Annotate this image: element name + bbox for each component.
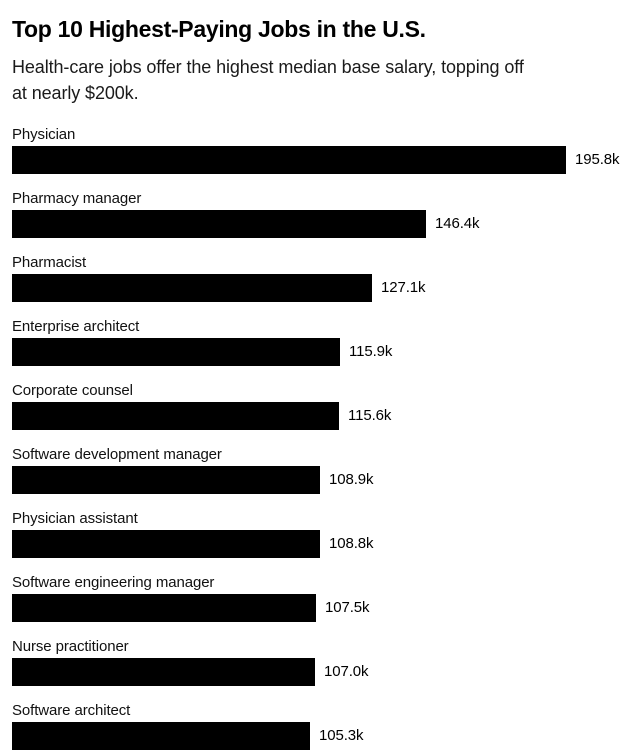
bar-track: 146.4k — [12, 210, 627, 238]
bar-row: Software architect 105.3k — [12, 702, 627, 750]
bar-value-label: 195.8k — [575, 151, 620, 168]
bar-value-label: 108.8k — [329, 535, 374, 552]
bar-track: 127.1k — [12, 274, 627, 302]
bar-track: 115.6k — [12, 402, 627, 430]
bar-value-label: 108.9k — [329, 471, 374, 488]
bar-value-label: 115.9k — [349, 343, 393, 360]
bar-row: Software development manager 108.9k — [12, 446, 627, 494]
bar-category-label: Software architect — [12, 702, 131, 719]
bar — [12, 146, 566, 174]
bar-row: Physician assistant 108.8k — [12, 510, 627, 558]
bar — [12, 722, 310, 750]
bar-value-label: 115.6k — [348, 407, 392, 424]
chart-subtitle: Health-care jobs offer the highest media… — [12, 54, 627, 106]
bar — [12, 338, 340, 366]
chart-title: Top 10 Highest-Paying Jobs in the U.S. — [12, 16, 426, 42]
bar-category-label: Physician assistant — [12, 510, 138, 527]
bar-row: Software engineering manager 107.5k — [12, 574, 627, 622]
bar-track: 195.8k — [12, 146, 627, 174]
bar-category-label: Enterprise architect — [12, 318, 140, 335]
bar — [12, 402, 339, 430]
bar-value-label: 127.1k — [381, 279, 426, 296]
bar-row: Nurse practitioner 107.0k — [12, 638, 627, 686]
bar-track: 105.3k — [12, 722, 627, 750]
bar — [12, 466, 320, 494]
bar-value-label: 107.0k — [324, 663, 369, 680]
bar-category-label: Nurse practitioner — [12, 638, 129, 655]
bar-chart: Physician 195.8k Pharmacy manager 146.4k Pha… — [12, 126, 627, 750]
bar — [12, 274, 372, 302]
bar — [12, 530, 320, 558]
bar-category-label: Corporate counsel — [12, 382, 133, 399]
bar-row: Pharmacy manager 146.4k — [12, 190, 627, 238]
bar-category-label: Software engineering manager — [12, 574, 215, 591]
bar — [12, 658, 315, 686]
bar-track: 107.0k — [12, 658, 627, 686]
bar-track: 108.9k — [12, 466, 627, 494]
chart-subtitle-line-2: at nearly $200k. — [12, 83, 139, 103]
bar-category-label: Pharmacist — [12, 254, 87, 271]
bar-track: 107.5k — [12, 594, 627, 622]
bar — [12, 594, 316, 622]
bar — [12, 210, 426, 238]
bar-row: Pharmacist 127.1k — [12, 254, 627, 302]
bar-value-label: 146.4k — [435, 215, 480, 232]
chart-subtitle-line-1: Health-care jobs offer the highest media… — [12, 57, 524, 77]
bar-category-label: Physician — [12, 126, 76, 143]
bar-track: 108.8k — [12, 530, 627, 558]
bar-track: 115.9k — [12, 338, 627, 366]
bar-value-label: 105.3k — [319, 727, 364, 744]
bar-row: Corporate counsel 115.6k — [12, 382, 627, 430]
bar-category-label: Pharmacy manager — [12, 190, 142, 207]
bar-row: Enterprise architect 115.9k — [12, 318, 627, 366]
bar-value-label: 107.5k — [325, 599, 370, 616]
bar-row: Physician 195.8k — [12, 126, 627, 174]
bar-category-label: Software development manager — [12, 446, 222, 463]
